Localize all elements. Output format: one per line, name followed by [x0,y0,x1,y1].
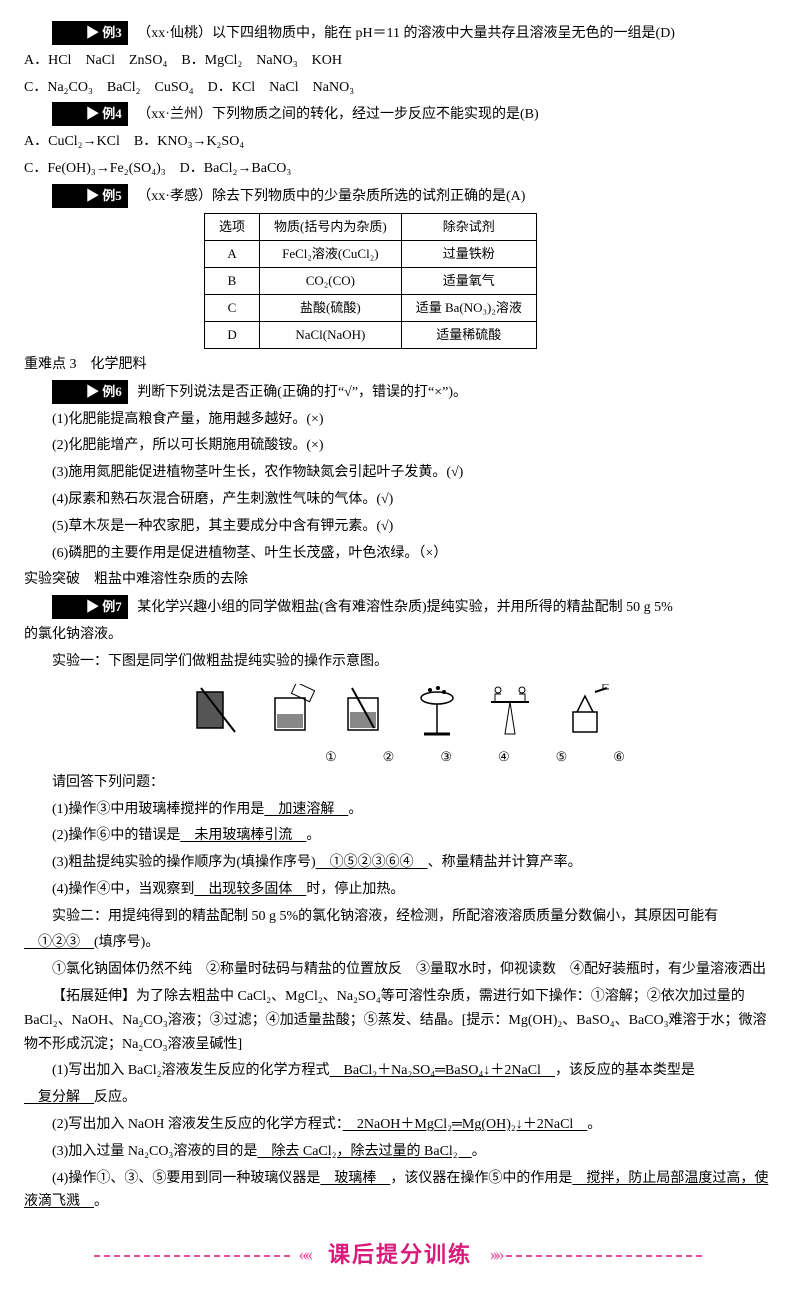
example-5: 例5 （xx·孝感）除去下列物质中的少量杂质所选的试剂正确的是(A) [24,184,776,209]
th1: 选项 [205,213,260,240]
q3: (3)粗盐提纯实验的操作顺序为(填操作序号) ①⑤②③⑥④ 、称量精盐并计算产率… [24,851,776,875]
app-2-icon [265,684,315,736]
e3: (3)加入过量 Na₂CO₃溶液的目的是 除去 CaCl₂，除去过量的 BaCl… [24,1140,776,1164]
e4: (4)操作①、③、⑤要用到同一种玻璃仪器是 玻璃棒 ，该仪器在操作⑤中的作用是 … [24,1167,776,1215]
app-1-icon [191,684,241,736]
ex6-text: 判断下列说法是否正确(正确的打“√”，错误的打“×”)。 [137,385,467,400]
q2: (2)操作⑥中的错误是 未用玻璃棒引流 。 [24,824,776,848]
tag-ex7: 例7 [52,595,128,619]
ex4-opt-a: A．CuCl₂→KCl B．KNO₃→K₂SO₄ [24,130,776,154]
l6-6: (6)磷肥的主要作用是促进植物茎、叶生长茂盛，叶色浓绿。（×） [24,542,776,566]
example-6: 例6 判断下列说法是否正确(正确的打“√”，错误的打“×”)。 [24,380,776,405]
banner-line-right [506,1255,706,1257]
l6-3: (3)施用氮肥能促进植物茎叶生长，农作物缺氮会引起叶子发黄。(√) [24,461,776,485]
section-banner: «‹‹ 课后提分训练 ››» [24,1236,776,1273]
chev-left-icon: «‹‹ [298,1244,310,1264]
banner-title: 课后提分训练 [314,1236,486,1273]
ex5-text: （xx·孝感）除去下列物质中的少量杂质所选的试剂正确的是(A) [137,189,525,204]
l6-5: (5)草木灰是一种农家肥，其主要成分中含有钾元素。(√) [24,515,776,539]
app-4-icon [412,684,462,736]
th2: 物质(括号内为杂质) [260,213,402,240]
tag-ex5: 例5 [52,184,128,208]
exp1: 实验一：下图是同学们做粗盐提纯实验的操作示意图。 [24,650,776,674]
exp2-line2: ①②③ (填序号)。 [24,931,776,955]
app-5-icon [485,684,535,736]
example-7: 例7 某化学兴趣小组的同学做粗盐(含有难溶性杂质)提纯实验，并用所得的精盐配制 … [24,595,776,620]
app-6-icon [559,684,609,736]
tag-ex4: 例4 [52,102,128,126]
ex4-opt-c: C．Fe(OH)₃→Fe₂(SO₄)₃ D．BaCl₂→BaCO₃ [24,157,776,181]
ex7-cont: 的氯化钠溶液。 [24,623,776,647]
l6-4: (4)尿素和熟石灰混合研磨，产生刺激性气味的气体。(√) [24,488,776,512]
extension: 【拓展延伸】为了除去粗盐中 CaCl₂、MgCl₂、Na₂SO₄等可溶性杂质，需… [24,985,776,1056]
ex3-text: （xx·仙桃）以下四组物质中，能在 pH＝11 的溶液中大量共存且溶液呈无色的一… [137,26,675,41]
example-4: 例4 （xx·兰州）下列物质之间的转化，经过一步反应不能实现的是(B) [24,102,776,127]
l6-2: (2)化肥能增产，所以可长期施用硫酸铵。(×) [24,434,776,458]
th3: 除杂试剂 [401,213,536,240]
chev-right-icon: ››» [490,1244,502,1264]
e1-cont: 复分解 反应。 [24,1086,776,1110]
ex4-text: （xx·兰州）下列物质之间的转化，经过一步反应不能实现的是(B) [137,107,538,122]
tag-ex3: 例3 [52,21,128,45]
impurity-table: 选项物质(括号内为杂质)除杂试剂 AFeCl₂溶液(CuCl₂)过量铁粉 BCO… [204,213,537,349]
tag-ex6: 例6 [52,380,128,404]
q4: (4)操作④中，当观察到 出现较多固体 时，停止加热。 [24,878,776,902]
diagram-numbers: ①②③④⑤⑥ [24,746,776,768]
exp2-opts: ①氯化钠固体仍然不纯 ②称量时砝码与精盐的位置放反 ③量取水时，仰视读数 ④配好… [24,958,776,982]
ex7-text: 某化学兴趣小组的同学做粗盐(含有难溶性杂质)提纯实验，并用所得的精盐配制 50 … [137,600,672,615]
app-3-icon [338,684,388,736]
exp2: 实验二：用提纯得到的精盐配制 50 g 5%的氯化钠溶液，经检测，所配溶液溶质质… [24,905,776,929]
ex3-opt-a: A．HCl NaCl ZnSO₄ B．MgCl₂ NaNO₃ KOH [24,49,776,73]
ex3-opt-c: C．Na₂CO₃ BaCl₂ CuSO₄ D．KCl NaCl NaNO₃ [24,76,776,100]
banner-line-left [94,1255,294,1257]
example-3: 例3 （xx·仙桃）以下四组物质中，能在 pH＝11 的溶液中大量共存且溶液呈无… [24,21,776,46]
apparatus-diagram [24,684,776,736]
l6-1: (1)化肥能提高粮食产量，施用越多越好。(×) [24,408,776,432]
e1: (1)写出加入 BaCl₂溶液发生反应的化学方程式 BaCl₂＋Na₂SO₄═B… [24,1059,776,1083]
e2: (2)写出加入 NaOH 溶液发生反应的化学方程式： 2NaOH＋MgCl₂═M… [24,1113,776,1137]
q1: (1)操作③中用玻璃棒搅拌的作用是 加速溶解 。 [24,798,776,822]
heading-exp: 实验突破 粗盐中难溶性杂质的去除 [24,568,776,592]
q-head: 请回答下列问题： [24,771,776,795]
heading-3: 重难点 3 化学肥料 [24,353,776,377]
